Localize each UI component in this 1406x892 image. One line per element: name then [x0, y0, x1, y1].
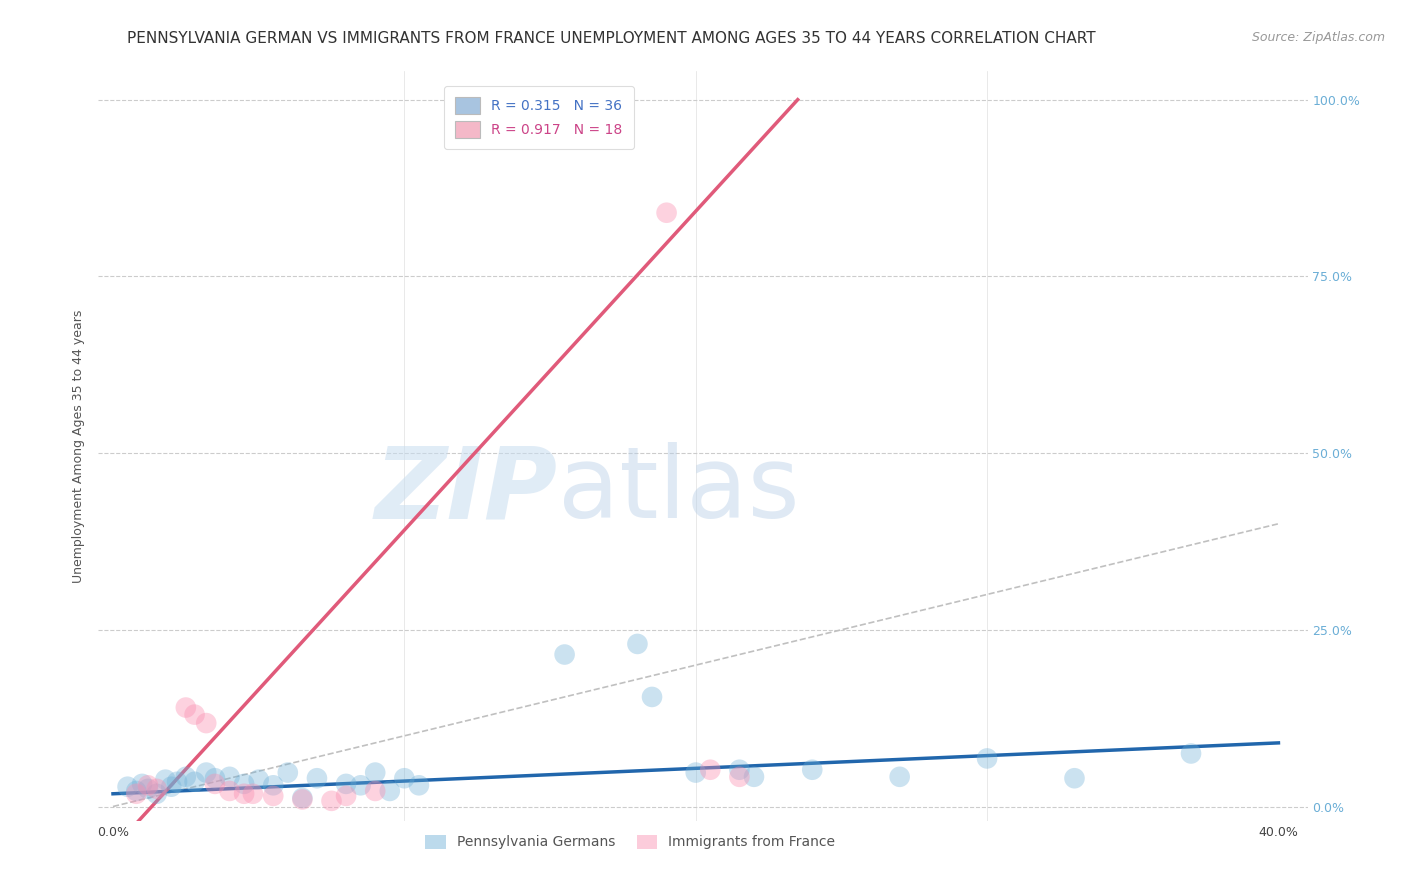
- Point: [685, 765, 707, 780]
- Point: [233, 787, 256, 801]
- Point: [728, 763, 751, 777]
- Point: [160, 780, 183, 794]
- Point: [350, 778, 373, 792]
- Text: PENNSYLVANIA GERMAN VS IMMIGRANTS FROM FRANCE UNEMPLOYMENT AMONG AGES 35 TO 44 Y: PENNSYLVANIA GERMAN VS IMMIGRANTS FROM F…: [128, 31, 1095, 46]
- Point: [233, 777, 256, 791]
- Point: [117, 780, 139, 794]
- Point: [136, 781, 159, 796]
- Point: [335, 777, 357, 791]
- Point: [364, 765, 387, 780]
- Point: [166, 774, 188, 789]
- Point: [183, 774, 205, 789]
- Point: [1180, 747, 1202, 761]
- Point: [136, 778, 159, 792]
- Point: [218, 770, 240, 784]
- Point: [247, 772, 270, 787]
- Point: [204, 777, 226, 791]
- Point: [394, 771, 416, 785]
- Point: [291, 792, 314, 806]
- Y-axis label: Unemployment Among Ages 35 to 44 years: Unemployment Among Ages 35 to 44 years: [72, 310, 86, 582]
- Point: [364, 784, 387, 798]
- Point: [305, 771, 328, 785]
- Point: [145, 787, 167, 801]
- Point: [1063, 771, 1085, 785]
- Point: [145, 781, 167, 796]
- Point: [277, 765, 299, 780]
- Legend: Pennsylvania Germans, Immigrants from France: Pennsylvania Germans, Immigrants from Fr…: [420, 829, 841, 855]
- Point: [801, 763, 824, 777]
- Text: ZIP: ZIP: [375, 442, 558, 540]
- Point: [728, 770, 751, 784]
- Point: [195, 765, 218, 780]
- Point: [742, 770, 765, 784]
- Point: [699, 763, 721, 777]
- Point: [889, 770, 911, 784]
- Point: [262, 778, 284, 792]
- Point: [131, 777, 153, 791]
- Point: [378, 784, 401, 798]
- Text: atlas: atlas: [558, 442, 800, 540]
- Point: [554, 648, 576, 662]
- Point: [242, 787, 264, 801]
- Point: [655, 205, 678, 219]
- Point: [335, 789, 357, 803]
- Point: [125, 787, 148, 801]
- Point: [626, 637, 648, 651]
- Point: [262, 789, 284, 803]
- Point: [641, 690, 664, 704]
- Point: [174, 770, 197, 784]
- Text: Source: ZipAtlas.com: Source: ZipAtlas.com: [1251, 31, 1385, 45]
- Point: [183, 707, 205, 722]
- Point: [408, 778, 430, 792]
- Point: [291, 791, 314, 805]
- Point: [218, 784, 240, 798]
- Point: [125, 784, 148, 798]
- Point: [195, 716, 218, 731]
- Point: [321, 794, 343, 808]
- Point: [204, 771, 226, 785]
- Point: [174, 700, 197, 714]
- Point: [976, 751, 998, 765]
- Point: [155, 772, 177, 787]
